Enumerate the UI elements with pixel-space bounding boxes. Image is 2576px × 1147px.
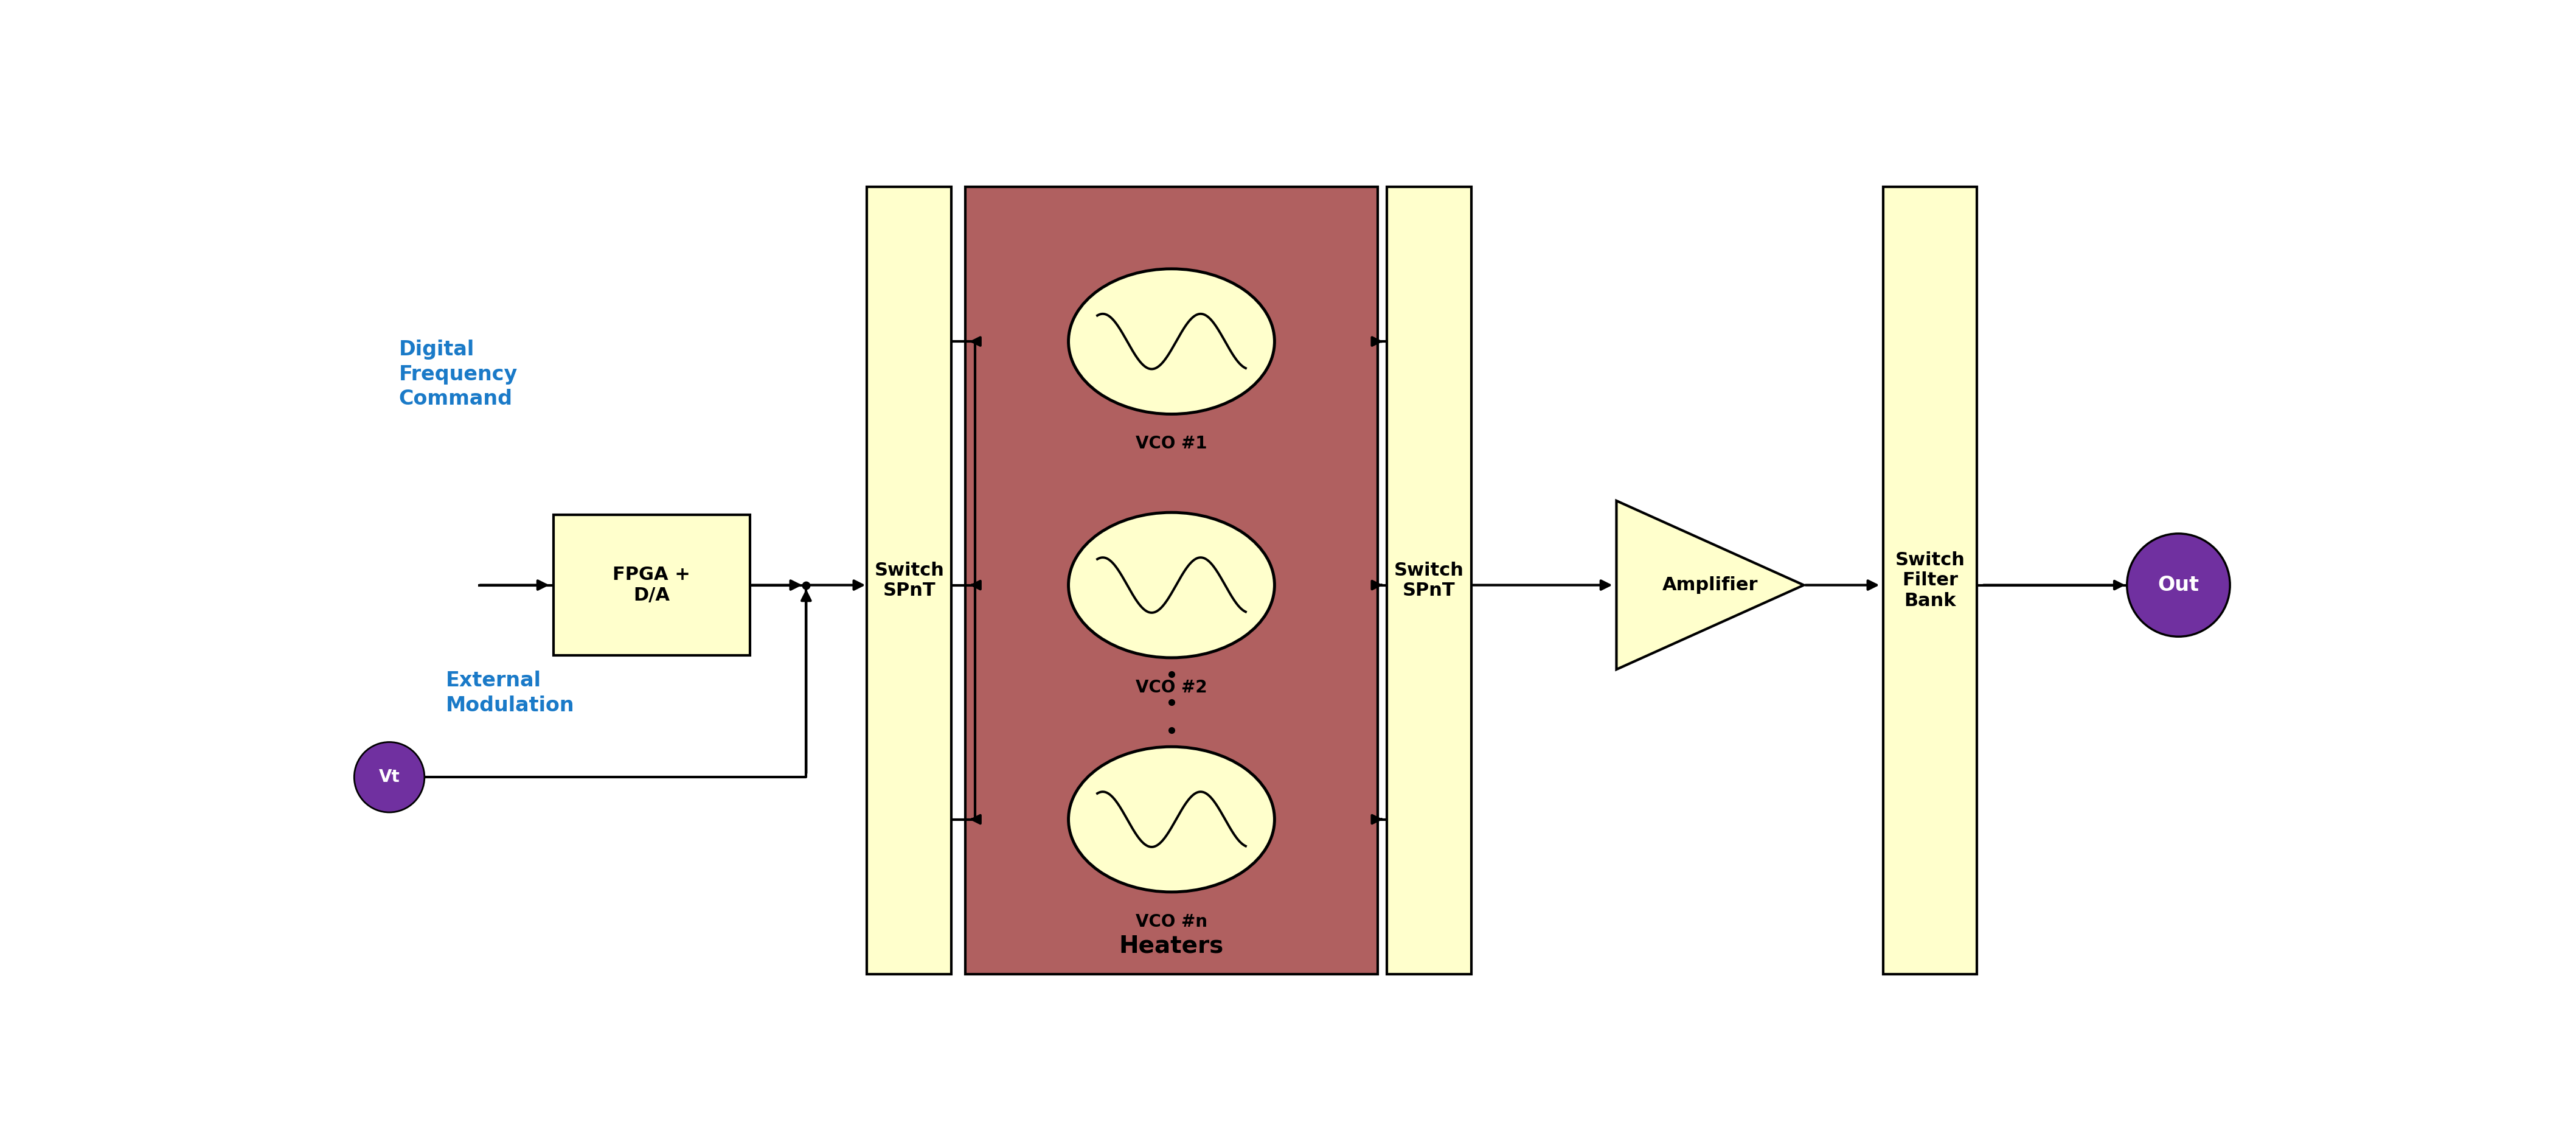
Bar	[1386, 187, 1471, 974]
Text: Vt: Vt	[379, 768, 399, 786]
Ellipse shape	[1069, 268, 1275, 414]
Text: VCO #2: VCO #2	[1136, 679, 1208, 696]
Text: Amplifier: Amplifier	[1662, 576, 1757, 594]
Text: Out: Out	[2159, 575, 2200, 595]
Bar	[1883, 187, 1978, 974]
Bar	[554, 515, 750, 655]
Text: External
Modulation: External Modulation	[446, 670, 574, 716]
Circle shape	[2128, 533, 2231, 637]
Text: Switch
SPnT: Switch SPnT	[1394, 561, 1463, 600]
Text: VCO #1: VCO #1	[1136, 435, 1208, 452]
Circle shape	[355, 742, 425, 812]
Text: Switch
Filter
Bank: Switch Filter Bank	[1896, 552, 1965, 610]
Ellipse shape	[1069, 513, 1275, 657]
Bar	[966, 187, 1378, 974]
Text: Switch
SPnT: Switch SPnT	[873, 561, 945, 600]
Polygon shape	[1618, 501, 1803, 670]
Text: VCO #n: VCO #n	[1136, 913, 1208, 930]
Bar	[868, 187, 951, 974]
Ellipse shape	[1069, 747, 1275, 892]
Text: Digital
Frequency
Command: Digital Frequency Command	[399, 340, 518, 409]
Text: Heaters: Heaters	[1118, 935, 1224, 958]
Text: FPGA +
D/A: FPGA + D/A	[613, 567, 690, 604]
